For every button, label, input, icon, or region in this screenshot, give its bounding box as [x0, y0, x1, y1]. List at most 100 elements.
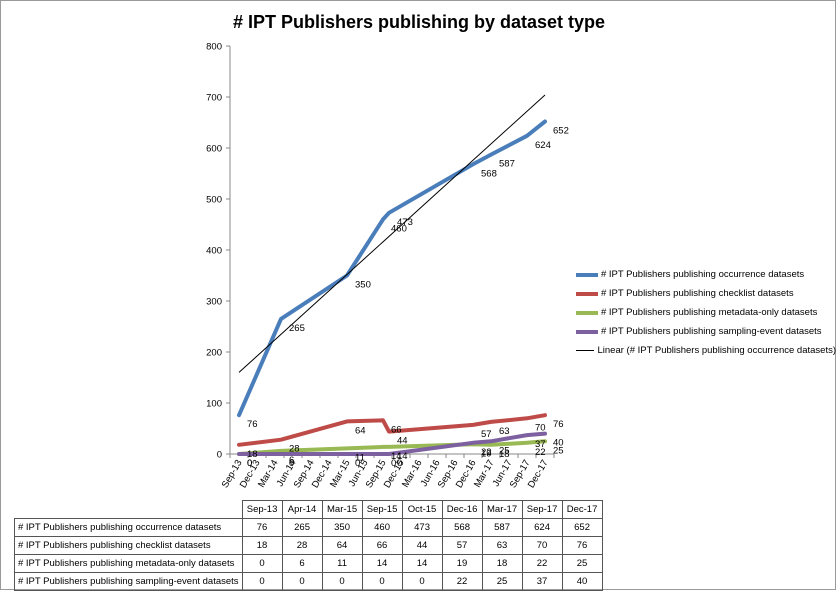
data-label: 22	[535, 447, 546, 458]
data-label: 265	[289, 323, 305, 334]
table-column-header: Sep-17	[521, 500, 563, 519]
table-row: # IPT Publishers publishing sampling-eve…	[14, 572, 603, 591]
data-label: 624	[535, 140, 551, 151]
legend-item: # IPT Publishers publishing sampling-eve…	[576, 322, 836, 341]
table-row: # IPT Publishers publishing occurrence d…	[14, 518, 603, 537]
table-corner	[15, 501, 243, 519]
chart-title: # IPT Publishers publishing by dataset t…	[232, 12, 606, 32]
data-label: 473	[397, 217, 413, 228]
table-cell: 652	[561, 518, 603, 537]
y-tick-label: 200	[206, 348, 222, 359]
legend-label: # IPT Publishers publishing checklist da…	[601, 288, 794, 299]
data-label: 18	[499, 449, 510, 460]
legend-item: Linear (# IPT Publishers publishing occu…	[576, 341, 836, 360]
table-cell: 0	[361, 572, 403, 591]
data-label: 587	[499, 159, 515, 170]
data-label: 76	[247, 419, 258, 430]
table-cell: 0	[401, 572, 443, 591]
legend-swatch	[576, 350, 595, 351]
data-label: 70	[535, 422, 546, 433]
table-cell: 624	[521, 518, 563, 537]
data-label: 57	[481, 429, 492, 440]
y-tick-label: 400	[206, 246, 222, 257]
data-table: Sep-13 Apr-14 Mar-15 Sep-15 Oct-15 Dec-16 Mar-…	[14, 500, 603, 591]
y-tick-label: 0	[217, 450, 222, 461]
table-cell: 6	[281, 554, 323, 573]
table-cell: 568	[441, 518, 483, 537]
data-label: 0	[247, 458, 252, 469]
data-label: 22	[481, 447, 492, 458]
table-cell: 25	[481, 572, 523, 591]
table-cell: 473	[401, 518, 443, 537]
data-label: 64	[355, 425, 366, 436]
legend-swatch	[576, 329, 598, 334]
table-cell: 0	[241, 572, 283, 591]
table-cell: 18	[481, 554, 523, 573]
table-cell: 66	[361, 536, 403, 555]
table-cell: 0	[321, 572, 363, 591]
table-cell: 76	[561, 536, 603, 555]
table-row: # IPT Publishers publishing checklist da…	[14, 536, 603, 555]
table-cell: 22	[441, 572, 483, 591]
table-cell: 28	[281, 536, 323, 555]
trendline	[238, 94, 546, 373]
data-label: 76	[553, 419, 564, 430]
legend-label: Linear (# IPT Publishers publishing occu…	[597, 345, 836, 356]
table-column-header: Dec-17	[561, 500, 603, 519]
table-header-row: Sep-13 Apr-14 Mar-15 Sep-15 Oct-15 Dec-16 Mar-…	[15, 500, 603, 519]
table-cell: 63	[481, 536, 523, 555]
table-cell: 350	[321, 518, 363, 537]
series-line-1	[237, 119, 547, 418]
table-row-label: # IPT Publishers publishing sampling-eve…	[14, 572, 243, 591]
table-cell: 265	[281, 518, 323, 537]
legend-swatch	[576, 310, 598, 315]
table-column-header: Sep-15	[361, 500, 403, 519]
data-label: 37	[535, 439, 546, 450]
legend-swatch	[576, 291, 598, 296]
series-line-2	[237, 413, 547, 447]
y-tick-label: 300	[206, 297, 222, 308]
data-label: 25	[553, 445, 564, 456]
y-tick-label: 100	[206, 399, 222, 410]
table-column-header: Dec-16	[441, 500, 483, 519]
data-label: 0	[289, 458, 294, 469]
legend-label: # IPT Publishers publishing occurrence d…	[601, 269, 805, 280]
legend-swatch	[576, 272, 598, 277]
legend-item: # IPT Publishers publishing occurrence d…	[576, 265, 836, 284]
table-cell: 0	[281, 572, 323, 591]
data-label: 18	[247, 449, 258, 460]
data-label: 19	[481, 448, 492, 459]
table-column-header: Mar-17	[481, 500, 523, 519]
data-label: 63	[499, 426, 510, 437]
table-column-header: Sep-13	[241, 500, 283, 519]
data-label: 6	[289, 455, 294, 466]
table-cell: 18	[241, 536, 283, 555]
table-cell: 25	[561, 554, 603, 573]
data-label: 460	[391, 223, 407, 234]
table-cell: 14	[401, 554, 443, 573]
data-label: 25	[499, 445, 510, 456]
y-tick-label: 800	[206, 42, 222, 53]
table-column-header: Apr-14	[281, 500, 323, 519]
table-cell: 22	[521, 554, 563, 573]
y-tick-label: 500	[206, 195, 222, 206]
data-label: 66	[391, 424, 402, 435]
y-tick-label: 600	[206, 144, 222, 155]
y-tick-label: 700	[206, 93, 222, 104]
data-label: 14	[397, 451, 408, 462]
table-cell: 76	[241, 518, 283, 537]
data-label: 0	[247, 458, 252, 469]
table-cell: 70	[521, 536, 563, 555]
table-row-label: # IPT Publishers publishing metadata-onl…	[14, 554, 243, 573]
table-cell: 40	[561, 572, 603, 591]
table-row-label: # IPT Publishers publishing occurrence d…	[14, 518, 243, 537]
data-label: 652	[553, 125, 569, 136]
table-cell: 11	[321, 554, 363, 573]
legend-label: # IPT Publishers publishing metadata-onl…	[601, 307, 818, 318]
data-label: 40	[553, 438, 564, 449]
data-label: 350	[355, 280, 371, 291]
plot-area: 0100200300400500600700800Sep-13Dec-13Mar…	[206, 42, 569, 491]
table-row: # IPT Publishers publishing metadata-onl…	[14, 554, 603, 573]
data-label: 44	[397, 436, 408, 447]
table-row-label: # IPT Publishers publishing checklist da…	[14, 536, 243, 555]
